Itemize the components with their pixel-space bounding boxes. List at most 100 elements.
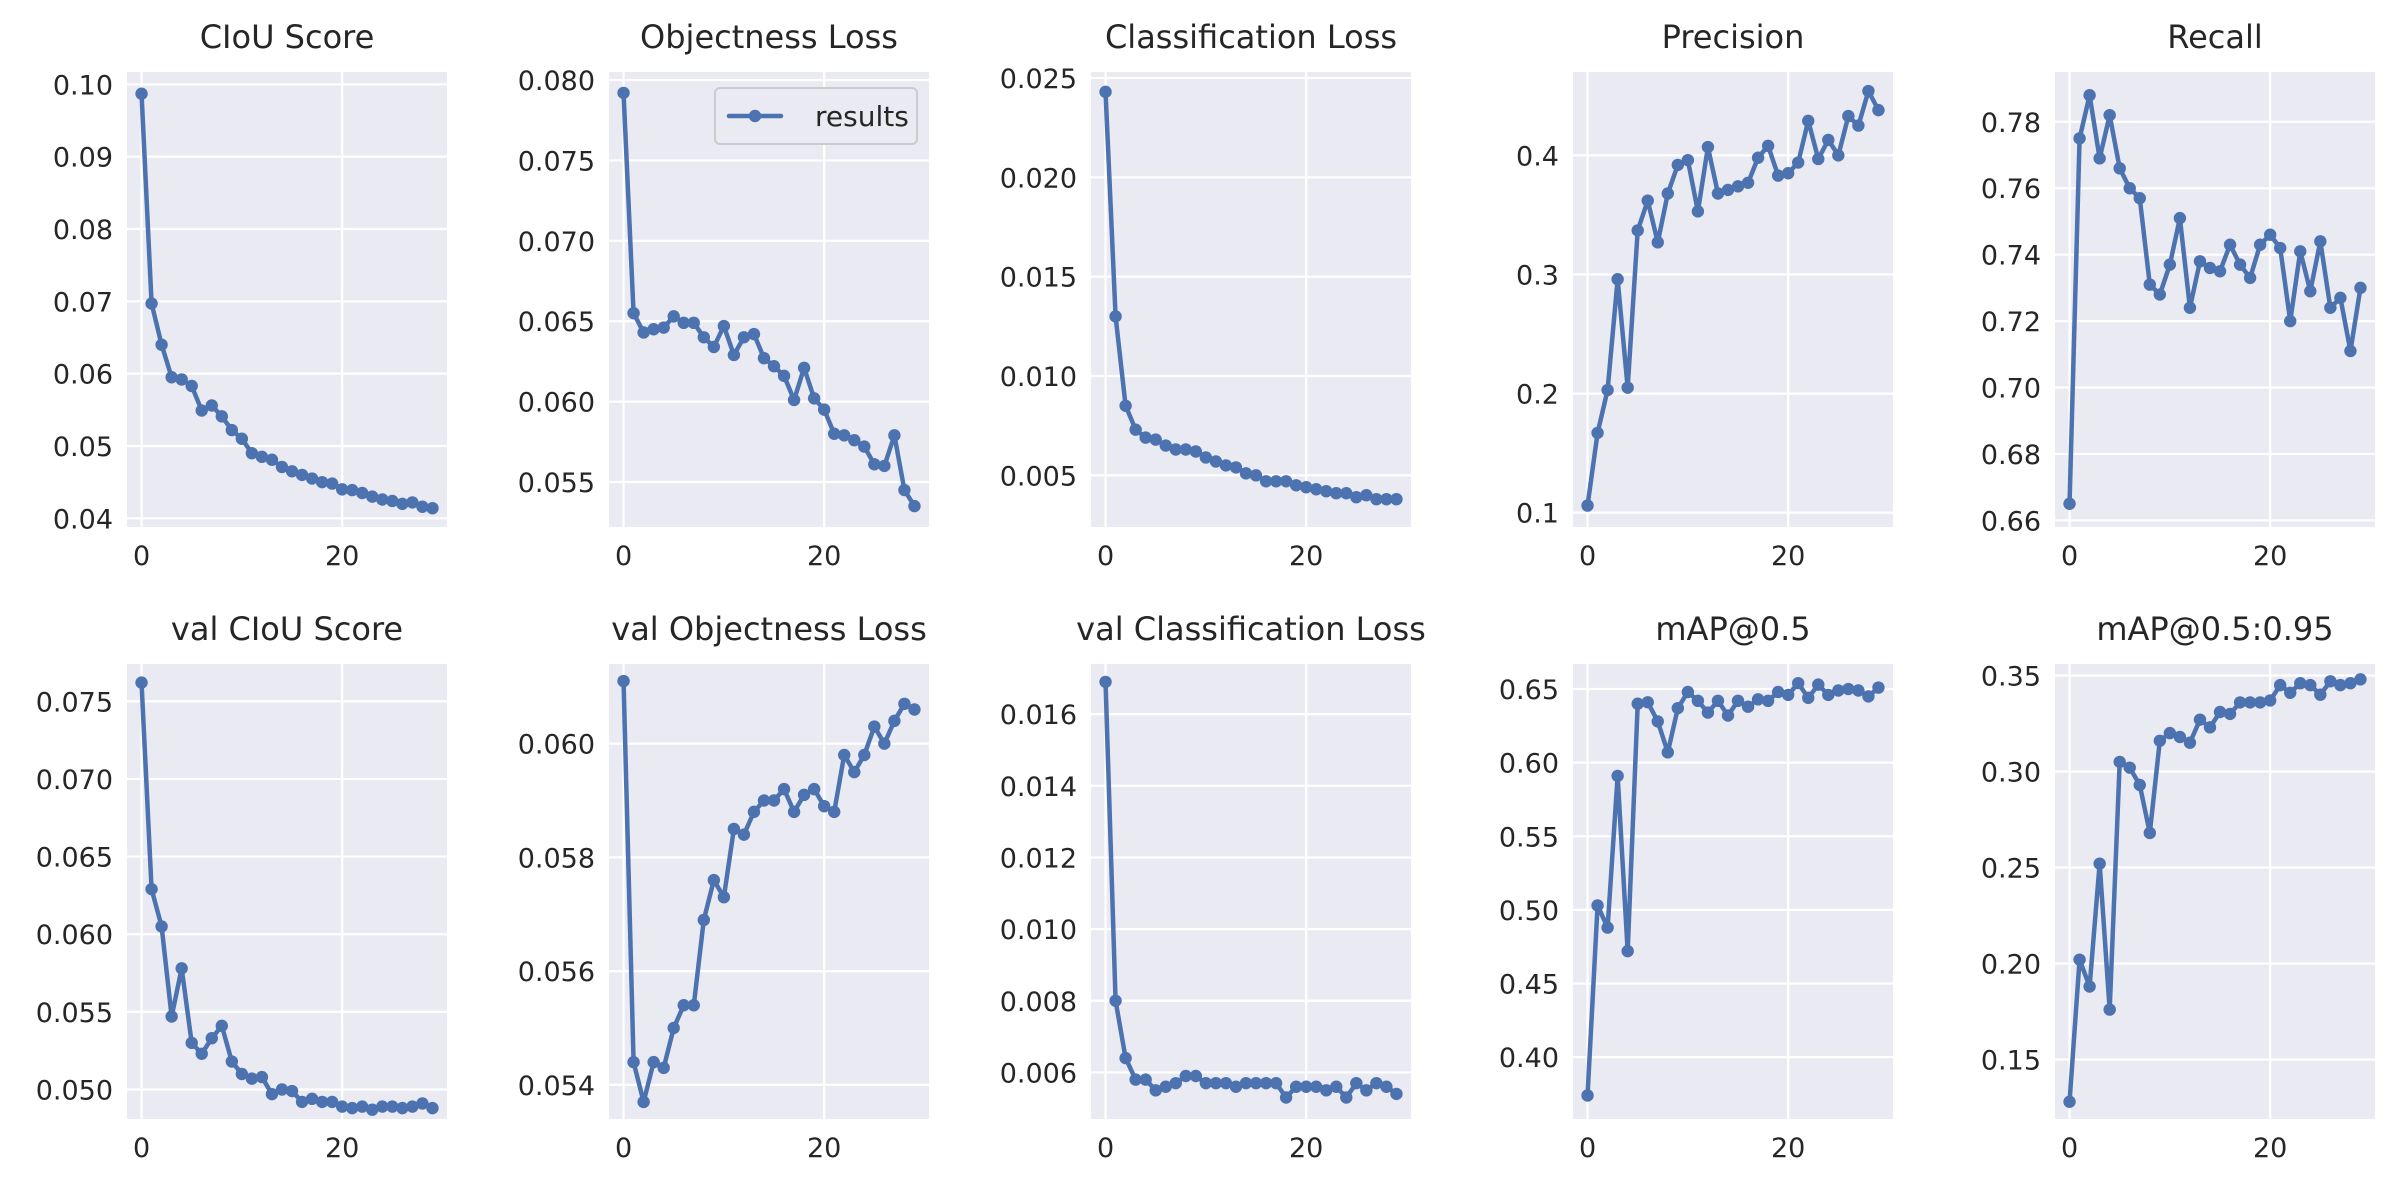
data-point xyxy=(366,1103,379,1116)
subplot-6: 0 20 0.050 0.055 0.060 0.065 0.070 0.075 val CIo… xyxy=(36,610,447,1164)
data-point xyxy=(908,703,921,716)
data-point xyxy=(727,822,741,836)
data-point xyxy=(1872,103,1885,117)
data-point xyxy=(2113,755,2126,769)
data-point xyxy=(245,447,259,460)
y-tick-label: 0.05 xyxy=(53,432,113,463)
data-point xyxy=(1340,487,1353,500)
data-point xyxy=(1330,1080,1343,1093)
plot-area xyxy=(127,664,447,1119)
x-tick-label: 20 xyxy=(1771,541,1805,572)
data-point xyxy=(757,351,771,365)
data-point xyxy=(1279,475,1293,488)
data-point xyxy=(2354,673,2367,686)
y-tick-label: 0.04 xyxy=(53,504,113,535)
data-point xyxy=(1711,187,1725,200)
data-point xyxy=(1109,310,1122,323)
data-point xyxy=(2304,678,2317,692)
data-point xyxy=(898,483,911,497)
data-point xyxy=(888,714,901,728)
data-point xyxy=(2133,778,2146,792)
data-point xyxy=(747,805,761,819)
subplot-5: 0 20 0.66 0.68 0.70 0.72 0.74 0.76 0.78 Recall xyxy=(1981,18,2375,572)
data-point xyxy=(707,340,721,354)
data-point xyxy=(858,748,871,762)
data-point xyxy=(2314,235,2327,248)
data-point xyxy=(1099,85,1112,99)
plot-area xyxy=(1091,664,1411,1119)
data-point xyxy=(767,360,781,373)
plot-area xyxy=(2055,664,2375,1119)
data-point xyxy=(1631,224,1644,237)
data-point xyxy=(627,306,640,320)
data-point xyxy=(1701,706,1715,719)
subplot-1: 0 20 0.04 0.05 0.06 0.07 0.08 0.09 0.10 CIoU Scor… xyxy=(53,18,447,572)
data-point xyxy=(406,496,419,509)
panel-title: val CIoU Score xyxy=(171,610,403,648)
x-tick-label: 20 xyxy=(2253,1133,2287,1164)
data-point xyxy=(1139,1073,1152,1086)
data-point xyxy=(2083,89,2096,102)
data-point xyxy=(1209,455,1223,468)
data-point xyxy=(1681,153,1695,167)
data-point xyxy=(1822,133,1835,147)
data-point xyxy=(1380,1080,1393,1093)
data-point xyxy=(838,748,851,762)
data-point xyxy=(2183,736,2197,749)
y-tick-label: 0.065 xyxy=(518,307,595,338)
data-point xyxy=(2073,953,2086,966)
data-point xyxy=(135,87,148,100)
data-point xyxy=(717,890,731,904)
data-point xyxy=(135,676,148,689)
data-point xyxy=(1741,700,1755,713)
data-point xyxy=(1169,443,1182,456)
x-tick-label: 20 xyxy=(1289,1133,1323,1164)
y-tick-label: 0.080 xyxy=(518,66,595,97)
data-point xyxy=(2334,291,2347,305)
data-point xyxy=(376,493,389,506)
data-point xyxy=(1350,1076,1363,1090)
data-point xyxy=(1661,187,1674,200)
data-point xyxy=(1691,205,1705,218)
data-point xyxy=(235,432,249,445)
x-tick-label: 0 xyxy=(615,541,632,572)
data-point xyxy=(356,1100,369,1113)
data-point xyxy=(1299,1080,1313,1093)
data-point xyxy=(356,486,369,500)
data-point xyxy=(1852,119,1865,132)
data-point xyxy=(2253,238,2267,251)
data-point xyxy=(1189,445,1203,458)
data-point xyxy=(1340,1091,1353,1104)
data-point xyxy=(1310,1080,1323,1093)
data-point xyxy=(205,399,218,412)
subplot-10: 0 20 0.15 0.20 0.25 0.30 0.35 mAP@0.5:0.95 xyxy=(1981,610,2375,1164)
data-point xyxy=(617,674,630,688)
y-tick-label: 0.005 xyxy=(1000,461,1077,492)
legend: results xyxy=(714,87,918,145)
data-point xyxy=(2263,228,2277,241)
x-tick-label: 20 xyxy=(325,541,359,572)
panel-title: Classification Loss xyxy=(1105,18,1397,56)
subplot-2: 0 20 0.055 0.060 0.065 0.070 0.075 0.080 Objectn… xyxy=(518,18,929,572)
data-point xyxy=(1781,688,1795,702)
data-point xyxy=(1761,694,1775,708)
data-point xyxy=(2294,676,2307,690)
data-point xyxy=(2193,713,2207,726)
data-point xyxy=(1229,461,1243,474)
data-point xyxy=(1199,1076,1213,1090)
y-tick-label: 0.78 xyxy=(1981,108,2041,139)
x-tick-label: 20 xyxy=(1289,541,1323,572)
data-point xyxy=(295,468,309,482)
data-point xyxy=(828,805,841,819)
data-point xyxy=(165,371,178,384)
data-point xyxy=(1310,483,1323,496)
data-point xyxy=(1350,490,1363,504)
data-point xyxy=(1842,682,1855,696)
legend-label: results xyxy=(815,100,909,133)
data-point xyxy=(2213,265,2227,278)
data-point xyxy=(617,86,630,100)
data-point xyxy=(2223,238,2237,251)
panel-title: mAP@0.5 xyxy=(1655,610,1810,648)
data-point xyxy=(1219,459,1233,472)
y-tick-label: 0.08 xyxy=(53,215,113,246)
